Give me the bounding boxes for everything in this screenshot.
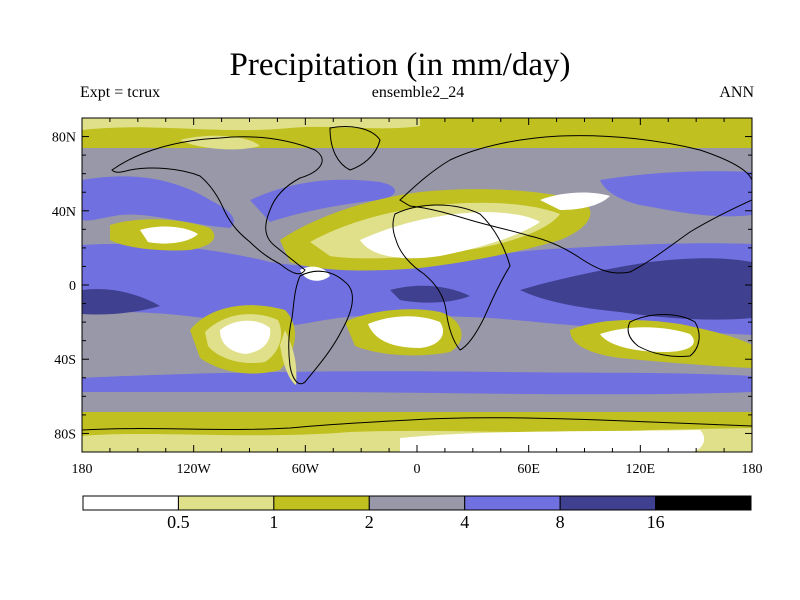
colorbar: [82, 495, 752, 511]
arctic-dry: [82, 118, 420, 131]
lon-tick-label: 120E: [626, 462, 656, 477]
experiment-label: Expt = tcrux: [80, 84, 161, 101]
lon-tick-label: 0: [414, 462, 421, 477]
colorbar-level-label: 4: [460, 512, 470, 532]
se-atlantic-desert: [368, 316, 444, 348]
colorbar-level-label: 16: [646, 512, 665, 532]
australia-coast: [627, 314, 700, 357]
map-title: Precipitation (in mm/day): [229, 47, 571, 83]
colorbar-swatch: [464, 495, 561, 511]
lat-tick-label: 40S: [54, 353, 76, 368]
ensemble-label: ensemble2_24: [371, 84, 465, 101]
maritime-continent-heavy: [520, 258, 752, 320]
lat-tick-label: 0: [69, 279, 76, 294]
southern-ocean-storm: [82, 371, 752, 395]
south-america-coast: [288, 270, 353, 385]
europe-asia-coast: [399, 135, 752, 274]
colorbar-level-label: 2: [364, 512, 374, 532]
central-asia-dry: [540, 192, 610, 210]
lat-tick-label: 80N: [52, 131, 76, 146]
caribbean-dry: [300, 266, 330, 281]
lon-tick-label: 120W: [177, 462, 212, 477]
npacific-storm: [82, 176, 234, 228]
colorbar-swatch: [273, 495, 370, 511]
season-label: ANN: [719, 84, 754, 101]
lon-tick-label: 60E: [517, 462, 540, 477]
coastlines: [82, 126, 752, 431]
patagonia-dry: [280, 330, 297, 385]
antarctic-desert: [400, 430, 705, 452]
precipitation-field: [82, 118, 752, 452]
se-pacific-desert: [220, 320, 271, 354]
colorbar-level-label: 0.5: [167, 512, 190, 532]
australia-desert: [600, 327, 694, 352]
arctic-dry2: [180, 135, 260, 150]
colorbar-swatch: [368, 495, 466, 511]
antarctica-coast: [82, 417, 752, 431]
lat-tick-label: 80S: [54, 427, 76, 442]
greenland-coast: [329, 126, 381, 171]
colorbar-swatch: [82, 495, 179, 511]
axis-ticks: 180 120W 60W 0 60E 120E 180 80N 40N 0 40S 80S: [52, 117, 763, 477]
ne-pacific-dry-core: [140, 226, 198, 244]
africa-coast: [392, 204, 511, 351]
colorbar-swatch: [559, 495, 657, 511]
lat-tick-label: 40N: [52, 205, 76, 220]
natlantic-storm: [250, 179, 395, 222]
lon-tick-label: 60W: [292, 462, 320, 477]
colorbar-swatch: [655, 495, 752, 511]
colorbar-level-label: 8: [555, 512, 565, 532]
sahara-desert: [360, 212, 540, 259]
lon-tick-label: 180: [72, 462, 93, 477]
colorbar-level-label: 1: [269, 512, 279, 532]
congo-heavy: [390, 285, 470, 303]
central-pacific-heavy: [82, 288, 160, 315]
wpacific-storm: [600, 171, 752, 217]
north-america-coast: [111, 136, 323, 275]
colorbar-swatch: [177, 495, 275, 511]
lon-tick-label: 180: [742, 462, 763, 477]
